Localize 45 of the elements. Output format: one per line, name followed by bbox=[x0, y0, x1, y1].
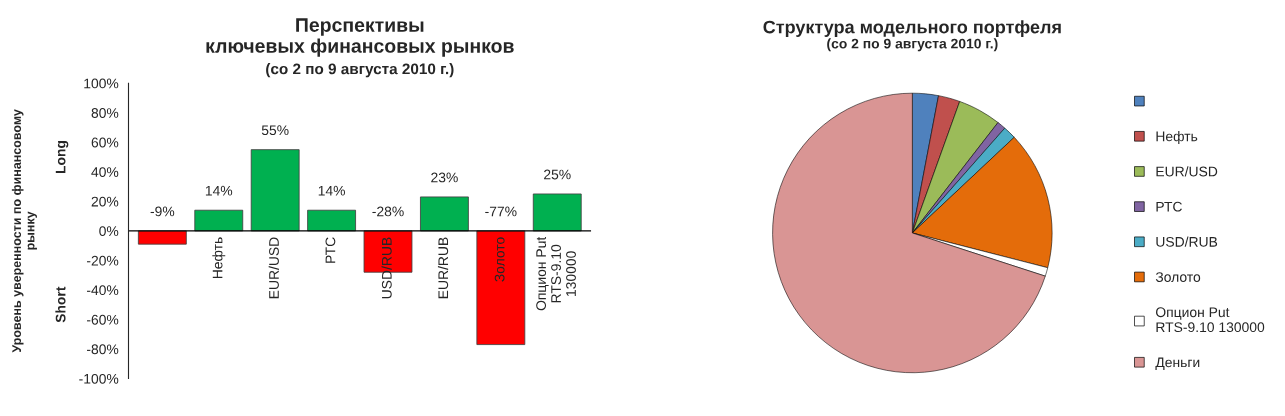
data-label: -28% bbox=[372, 206, 404, 217]
y-tick-label: -20% bbox=[86, 255, 119, 266]
y-tick-label: -100% bbox=[79, 373, 119, 384]
data-label: 23% bbox=[431, 172, 458, 183]
legend-label: Нефть bbox=[1156, 131, 1198, 145]
y-tick-label: -80% bbox=[86, 344, 119, 355]
y-tick-label: 80% bbox=[91, 108, 119, 118]
y-tick-label: -60% bbox=[86, 314, 119, 325]
x-tick-label: EUR/USD bbox=[268, 237, 279, 299]
bar bbox=[250, 149, 300, 232]
chart-title: Перспективы ключевых финансовых рынков bbox=[206, 18, 514, 57]
text: Short bbox=[55, 286, 66, 323]
y-tick-label: 40% bbox=[91, 167, 119, 177]
chart-subtitle: (со 2 по 9 августа 2010 г.) bbox=[266, 63, 454, 78]
y-tick-label: 20% bbox=[91, 196, 119, 207]
data-label: 55% bbox=[261, 125, 289, 136]
x-tick-label: РТС bbox=[325, 237, 336, 263]
bar bbox=[194, 209, 244, 232]
y-tick-label: 60% bbox=[91, 137, 119, 148]
data-label: 14% bbox=[205, 185, 233, 196]
bar bbox=[420, 196, 469, 232]
x-tick-label: Золото bbox=[494, 237, 505, 282]
data-label: 25% bbox=[544, 169, 571, 180]
y-axis-title: Уровень уверенности по финансовому рынку bbox=[11, 109, 37, 353]
data-label: 14% bbox=[318, 185, 345, 196]
bar bbox=[137, 230, 187, 245]
legend-label: EUR/USD bbox=[1156, 166, 1218, 177]
legend-label: Деньги bbox=[1155, 357, 1200, 370]
x-tick-label: Опцион Put RTS-9.10 130000 bbox=[536, 236, 576, 311]
bar bbox=[532, 193, 582, 232]
chart-title: Структура модельного портфеля bbox=[763, 20, 1061, 37]
y-tick-label: 100% bbox=[84, 78, 119, 89]
x-tick-label: EUR/RUB bbox=[437, 237, 449, 299]
x-tick-label: USD/RUB bbox=[381, 237, 392, 299]
y-tick-label: 0% bbox=[99, 226, 119, 237]
x-tick-label: Нефть bbox=[212, 237, 226, 279]
data-label: -77% bbox=[485, 206, 517, 217]
legend-label: Опцион Put RTS-9.10 130000 bbox=[1156, 307, 1265, 333]
text: Long bbox=[55, 141, 69, 174]
bar bbox=[307, 209, 356, 232]
chart-subtitle: (со 2 по 9 августа 2010 г.) bbox=[827, 38, 998, 52]
y-tick-label: -40% bbox=[86, 285, 119, 296]
data-label: -9% bbox=[150, 206, 175, 217]
bar bbox=[476, 230, 526, 346]
legend-label: РТС bbox=[1156, 201, 1182, 212]
